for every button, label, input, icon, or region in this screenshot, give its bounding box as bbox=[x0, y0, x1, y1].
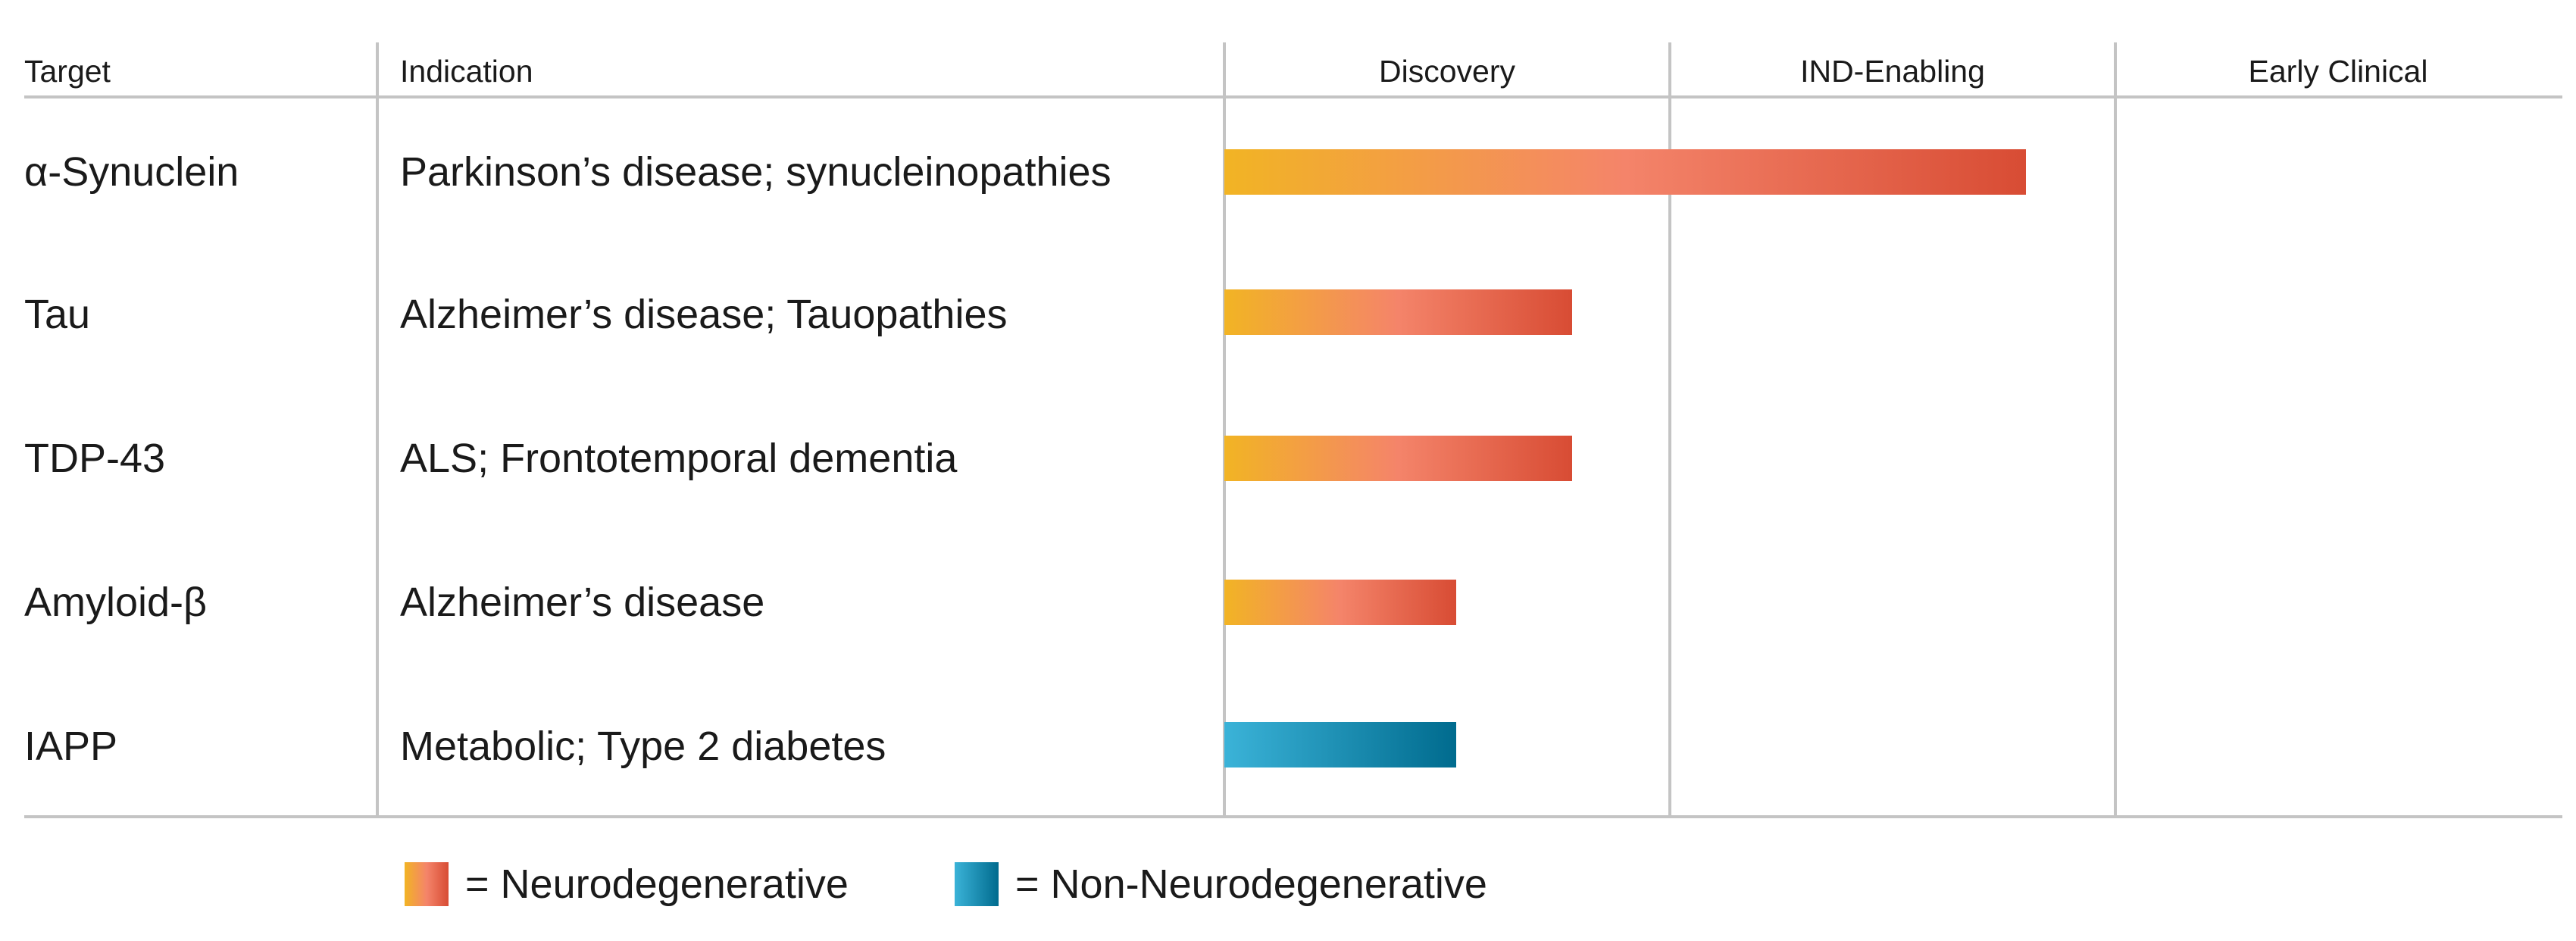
header-stage-early-clinical: Early Clinical bbox=[2248, 54, 2428, 89]
header-stage-ind-enabling: IND-Enabling bbox=[1800, 54, 1985, 89]
header-stage-discovery: Discovery bbox=[1379, 54, 1515, 89]
progress-bar-row bbox=[1224, 289, 1572, 335]
stage-divider-ind-enabling bbox=[2114, 42, 2117, 818]
row-target: α-Synuclein bbox=[24, 149, 239, 195]
header-divider bbox=[24, 95, 2562, 98]
stage-divider-discovery bbox=[1668, 42, 1671, 818]
row-indication: Parkinson’s disease; synucleinopathies bbox=[400, 149, 1111, 195]
legend-label-neurodegenerative: = Neurodegenerative bbox=[465, 861, 849, 907]
legend-label-non-neurodegenerative: = Non-Neurodegenerative bbox=[1015, 861, 1487, 907]
bottom-divider bbox=[24, 815, 2562, 818]
header-indication: Indication bbox=[400, 54, 533, 89]
legend-swatch-neurodegenerative bbox=[405, 862, 449, 906]
progress-bar-row bbox=[1224, 149, 2026, 195]
column-divider-target bbox=[376, 42, 379, 818]
row-target: Amyloid-β bbox=[24, 580, 208, 625]
stage-axis-start bbox=[1223, 42, 1226, 818]
progress-bar-row bbox=[1224, 436, 1572, 481]
legend-swatch-non-neurodegenerative bbox=[955, 862, 999, 906]
row-target: TDP-43 bbox=[24, 436, 166, 481]
header-target: Target bbox=[24, 54, 111, 89]
row-target: Tau bbox=[24, 292, 91, 337]
row-indication: Alzheimer’s disease; Tauopathies bbox=[400, 292, 1008, 337]
row-indication: Metabolic; Type 2 diabetes bbox=[400, 724, 886, 769]
row-indication: ALS; Frontotemporal dementia bbox=[400, 436, 958, 481]
progress-bar-row bbox=[1224, 580, 1456, 625]
row-indication: Alzheimer’s disease bbox=[400, 580, 765, 625]
row-target: IAPP bbox=[24, 724, 118, 769]
progress-bar-row bbox=[1224, 722, 1456, 767]
